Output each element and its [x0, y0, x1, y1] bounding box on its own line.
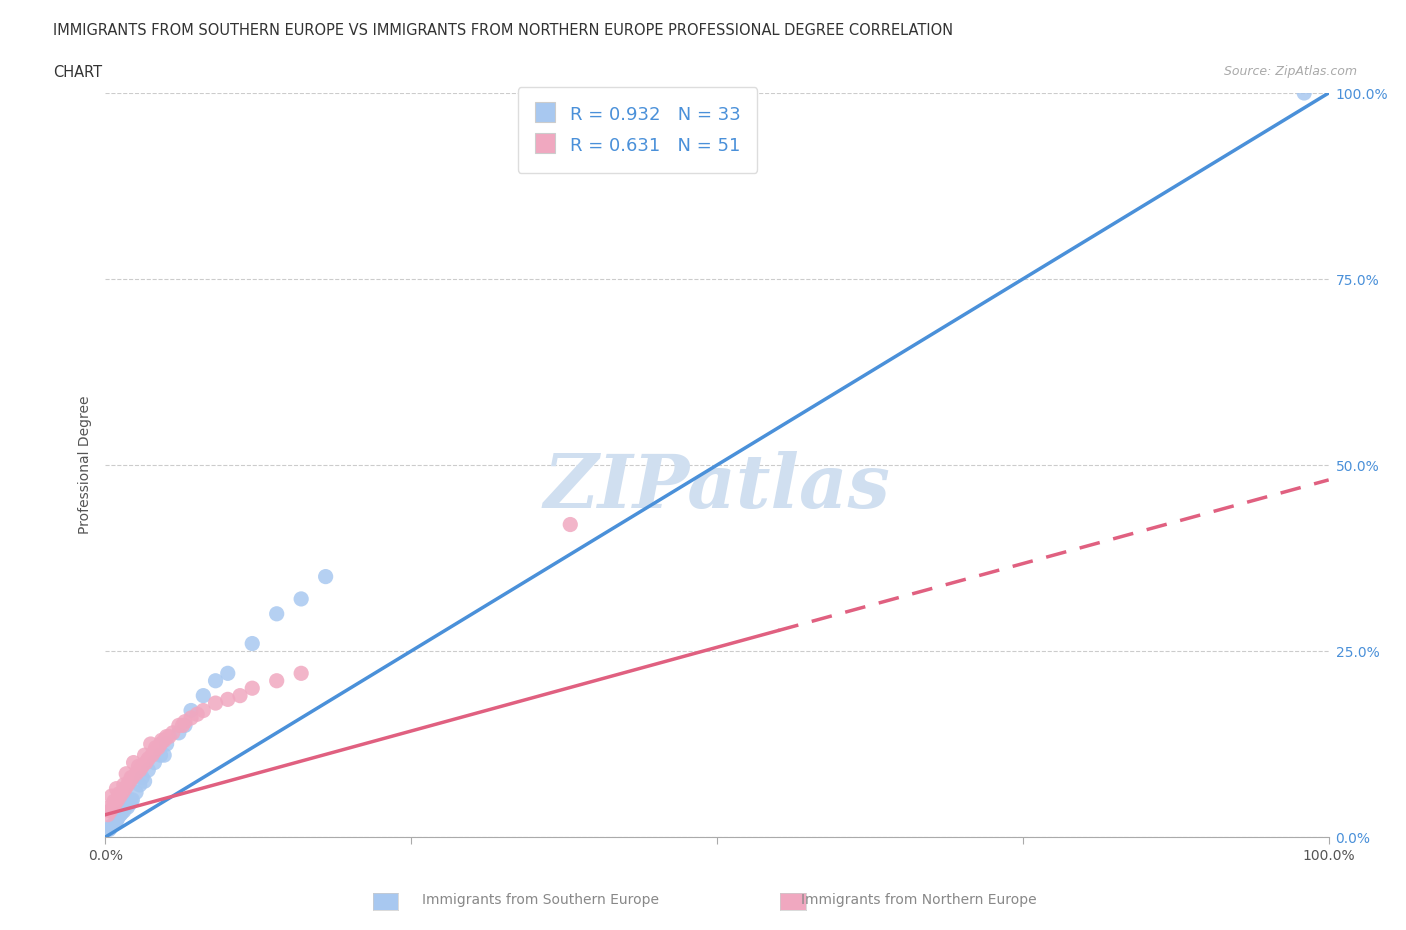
Text: Immigrants from Northern Europe: Immigrants from Northern Europe	[801, 893, 1038, 908]
Point	[128, 777, 150, 792]
Point	[98, 804, 121, 818]
Text: Source: ZipAtlas.com: Source: ZipAtlas.com	[1223, 65, 1357, 78]
Point	[172, 718, 194, 733]
Point	[180, 703, 202, 718]
Point	[127, 759, 149, 774]
Point	[290, 591, 312, 606]
Point	[98, 800, 121, 815]
Point	[128, 763, 150, 777]
Point	[141, 748, 163, 763]
Point	[135, 755, 157, 770]
Point	[174, 714, 197, 729]
Point	[139, 737, 162, 751]
Point	[105, 813, 128, 828]
Point	[180, 711, 202, 725]
Point	[156, 729, 179, 744]
Point	[149, 748, 172, 763]
Point	[1294, 86, 1316, 100]
Point	[145, 740, 167, 755]
Point	[229, 688, 252, 703]
Point	[97, 807, 120, 822]
Point	[118, 796, 141, 811]
Point	[290, 666, 312, 681]
Point	[125, 766, 148, 781]
Point	[240, 681, 263, 696]
Point	[120, 770, 142, 785]
Point	[112, 804, 135, 818]
Point	[136, 763, 159, 777]
Point	[120, 794, 142, 809]
Point	[240, 636, 263, 651]
Point	[98, 820, 121, 835]
Point	[114, 781, 136, 796]
Point	[146, 740, 169, 755]
Point	[204, 673, 226, 688]
Point	[149, 737, 172, 751]
Point	[122, 755, 145, 770]
Point	[143, 744, 166, 759]
Point	[103, 794, 125, 809]
Point	[136, 751, 159, 766]
Point	[153, 733, 176, 748]
Point	[266, 673, 288, 688]
Y-axis label: Professional Degree: Professional Degree	[79, 396, 93, 534]
Point	[143, 755, 166, 770]
Point	[101, 800, 124, 815]
Point	[100, 818, 122, 833]
Point	[150, 733, 173, 748]
Point	[266, 606, 288, 621]
Point	[108, 787, 131, 802]
Point	[315, 569, 337, 584]
Legend: R = 0.932   N = 33, R = 0.631   N = 51: R = 0.932 N = 33, R = 0.631 N = 51	[517, 87, 758, 173]
Point	[118, 774, 141, 789]
Point	[174, 718, 197, 733]
Point	[110, 805, 132, 820]
Point	[204, 696, 226, 711]
Point	[117, 800, 139, 815]
Point	[121, 792, 143, 807]
Point	[157, 729, 180, 744]
Point	[134, 774, 156, 789]
Point	[131, 770, 153, 785]
Point	[134, 748, 156, 763]
Point	[111, 785, 134, 800]
Point	[167, 718, 190, 733]
Point	[105, 781, 128, 796]
Point	[153, 748, 176, 763]
Point	[186, 707, 208, 722]
Point	[125, 785, 148, 800]
Point	[112, 777, 135, 792]
Point	[115, 766, 138, 781]
Point	[104, 796, 127, 811]
Point	[156, 737, 179, 751]
Point	[100, 789, 122, 804]
Point	[193, 703, 215, 718]
Text: CHART: CHART	[53, 65, 103, 80]
Point	[98, 822, 121, 837]
Point	[131, 759, 153, 774]
Text: Immigrants from Southern Europe: Immigrants from Southern Europe	[422, 893, 659, 908]
Point	[117, 777, 139, 792]
Point	[107, 811, 129, 826]
Point	[162, 725, 184, 740]
Point	[217, 666, 239, 681]
Point	[121, 770, 143, 785]
Point	[560, 517, 582, 532]
Text: IMMIGRANTS FROM SOUTHERN EUROPE VS IMMIGRANTS FROM NORTHERN EUROPE PROFESSIONAL : IMMIGRANTS FROM SOUTHERN EUROPE VS IMMIG…	[53, 23, 953, 38]
Text: ZIPatlas: ZIPatlas	[544, 451, 890, 524]
Point	[104, 815, 127, 830]
Point	[217, 692, 239, 707]
Point	[108, 807, 131, 822]
Point	[107, 792, 129, 807]
Point	[108, 789, 131, 804]
Point	[193, 688, 215, 703]
Point	[167, 725, 190, 740]
